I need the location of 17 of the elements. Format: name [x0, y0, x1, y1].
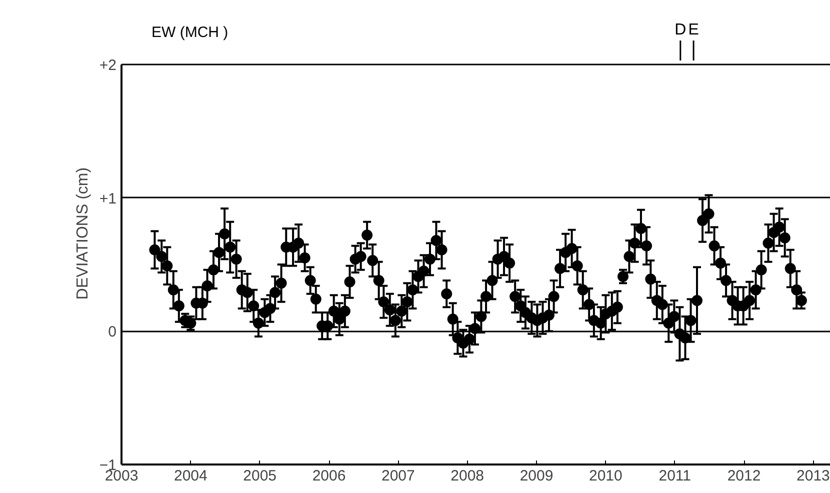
x-tick-label: 2010 — [589, 468, 622, 484]
y-tick-label: +1 — [99, 190, 117, 208]
chart-title: EW (MCH ) — [152, 24, 228, 41]
x-tick-label: 2009 — [520, 468, 554, 484]
y-axis-title: DEVIATIONS (cm) — [74, 167, 92, 300]
x-tick-label: 2004 — [174, 468, 208, 484]
y-tick-label: +2 — [99, 57, 117, 74]
y-tick-label: 0 — [108, 324, 116, 341]
x-tick-label: 2013 — [796, 468, 830, 484]
annotation: D — [674, 22, 686, 38]
x-tick-label: 2011 — [658, 468, 692, 484]
annotation: E — [688, 22, 699, 38]
x-tick-label: 2008 — [450, 468, 484, 484]
x-tick-label: 2007 — [382, 468, 415, 484]
x-tick-label: 2005 — [243, 468, 277, 484]
x-tick-label: 2006 — [312, 468, 346, 484]
x-tick-label: 2012 — [727, 468, 761, 484]
